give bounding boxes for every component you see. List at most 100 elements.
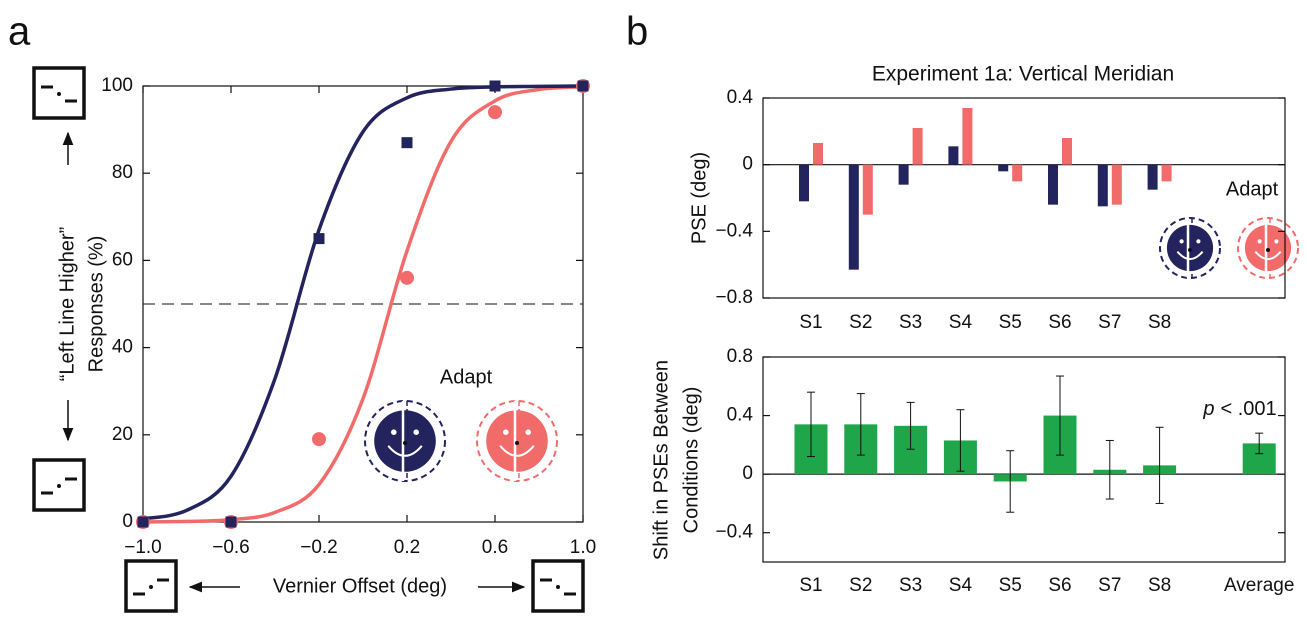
x-tick-label: 1.0 <box>570 537 596 558</box>
vernier-icon <box>531 559 585 613</box>
data-point <box>312 432 326 447</box>
bar <box>1147 164 1158 190</box>
y-tick-label: −0.8 <box>715 287 753 308</box>
x-tick-label: S6 <box>1048 312 1071 333</box>
x-tick-label: S8 <box>1148 312 1171 333</box>
y-axis-label: Conditions (deg) <box>680 387 702 534</box>
bar <box>799 164 809 202</box>
face-eye <box>413 429 420 436</box>
panel-label: a <box>8 10 31 54</box>
error-bar <box>956 409 965 472</box>
data-point <box>137 516 149 528</box>
x-tick-label: 0.2 <box>394 537 420 558</box>
x-tick-label: −0.6 <box>212 537 250 558</box>
x-tick-label: S7 <box>1098 312 1121 333</box>
data-point <box>313 233 325 245</box>
annotation: Adapt <box>1226 178 1279 200</box>
x-tick-label: S2 <box>849 575 872 596</box>
data-point <box>488 105 502 120</box>
error-bar <box>1056 375 1064 456</box>
y-tick-label: 0.4 <box>727 87 754 108</box>
annotation: Adapt <box>440 366 493 388</box>
y-tick-label: 80 <box>112 162 133 183</box>
x-axis-label: Vernier Offset (deg) <box>273 575 447 597</box>
x-tick-label: S7 <box>1098 575 1121 596</box>
face-eye <box>1196 239 1201 244</box>
face-smile <box>499 445 535 457</box>
error-bar <box>1255 432 1264 455</box>
x-tick-label: S8 <box>1148 575 1171 596</box>
face-eye <box>391 429 397 436</box>
bar <box>848 164 859 270</box>
error-bar <box>807 391 815 458</box>
y-tick-label: 60 <box>112 249 133 270</box>
x-tick-label: S5 <box>999 312 1022 333</box>
bar <box>998 164 1009 172</box>
y-tick-label: 0.4 <box>727 405 754 426</box>
y-tick-label: 100 <box>101 75 133 96</box>
bar <box>1048 164 1058 205</box>
bar <box>1012 164 1023 182</box>
data-point <box>489 80 501 92</box>
data-point <box>225 516 237 528</box>
x-tick-label: S4 <box>949 312 973 333</box>
y-tick-label: −0.4 <box>715 220 753 241</box>
adapt-faces <box>364 217 1299 482</box>
error-bar <box>1105 439 1114 500</box>
bar <box>962 108 973 165</box>
error-bar <box>1155 426 1164 504</box>
x-tick-label: −0.2 <box>300 537 338 558</box>
x-tick-label: S3 <box>899 312 922 333</box>
face-eye <box>1257 239 1262 244</box>
bar <box>1097 164 1108 207</box>
y-axis-label: Shift in PSEs Between <box>650 360 672 560</box>
annotation-italic: p <box>1202 398 1214 420</box>
y-tick-label: −0.4 <box>715 522 753 543</box>
error-bar <box>1006 450 1015 513</box>
vernier-icon <box>124 559 178 613</box>
bar <box>1111 164 1122 205</box>
face-smile <box>1254 250 1282 261</box>
x-tick-label: −1.0 <box>124 537 162 558</box>
face-eye <box>1274 239 1279 244</box>
x-tick-label: S6 <box>1048 575 1071 596</box>
bar <box>813 143 823 165</box>
face-eye <box>525 429 531 436</box>
fixation-dot <box>515 441 519 445</box>
annotation: p < .001 <box>1202 398 1276 420</box>
y-tick-label: 0.8 <box>727 346 753 367</box>
face-smile <box>1176 250 1204 261</box>
plot-frame <box>762 356 1286 563</box>
x-tick-label: S1 <box>799 312 822 333</box>
x-tick-label: 0.6 <box>482 537 508 558</box>
bar <box>898 164 909 185</box>
x-tick-label: S4 <box>949 575 973 596</box>
y-tick-label: 20 <box>112 424 133 445</box>
plot-frame <box>762 97 1286 299</box>
x-tick-label: Average <box>1224 575 1294 596</box>
y-axis-label: Responses (%) <box>85 236 107 373</box>
vernier-icon <box>32 458 86 512</box>
bar <box>948 146 959 165</box>
x-tick-label: S5 <box>999 575 1022 596</box>
data-point <box>401 137 413 149</box>
y-tick-label: 0 <box>742 154 753 175</box>
x-tick-label: S1 <box>799 575 822 596</box>
face-ring <box>1159 217 1221 279</box>
annotation-text: < .001 <box>1220 398 1276 420</box>
fixation-dot <box>1266 248 1270 252</box>
face-eye <box>503 429 509 436</box>
bar <box>912 128 923 165</box>
face-ring <box>364 400 446 482</box>
y-tick-label: 0 <box>122 511 133 532</box>
bar <box>1062 138 1072 165</box>
vernier-icon <box>32 66 86 120</box>
face-ring <box>476 400 558 482</box>
data-point <box>577 80 589 92</box>
error-bar <box>906 401 915 450</box>
y-axis-label: PSE (deg) <box>688 152 710 244</box>
panel-label: b <box>626 10 648 54</box>
face-smile <box>387 445 423 457</box>
error-bar <box>856 393 865 456</box>
